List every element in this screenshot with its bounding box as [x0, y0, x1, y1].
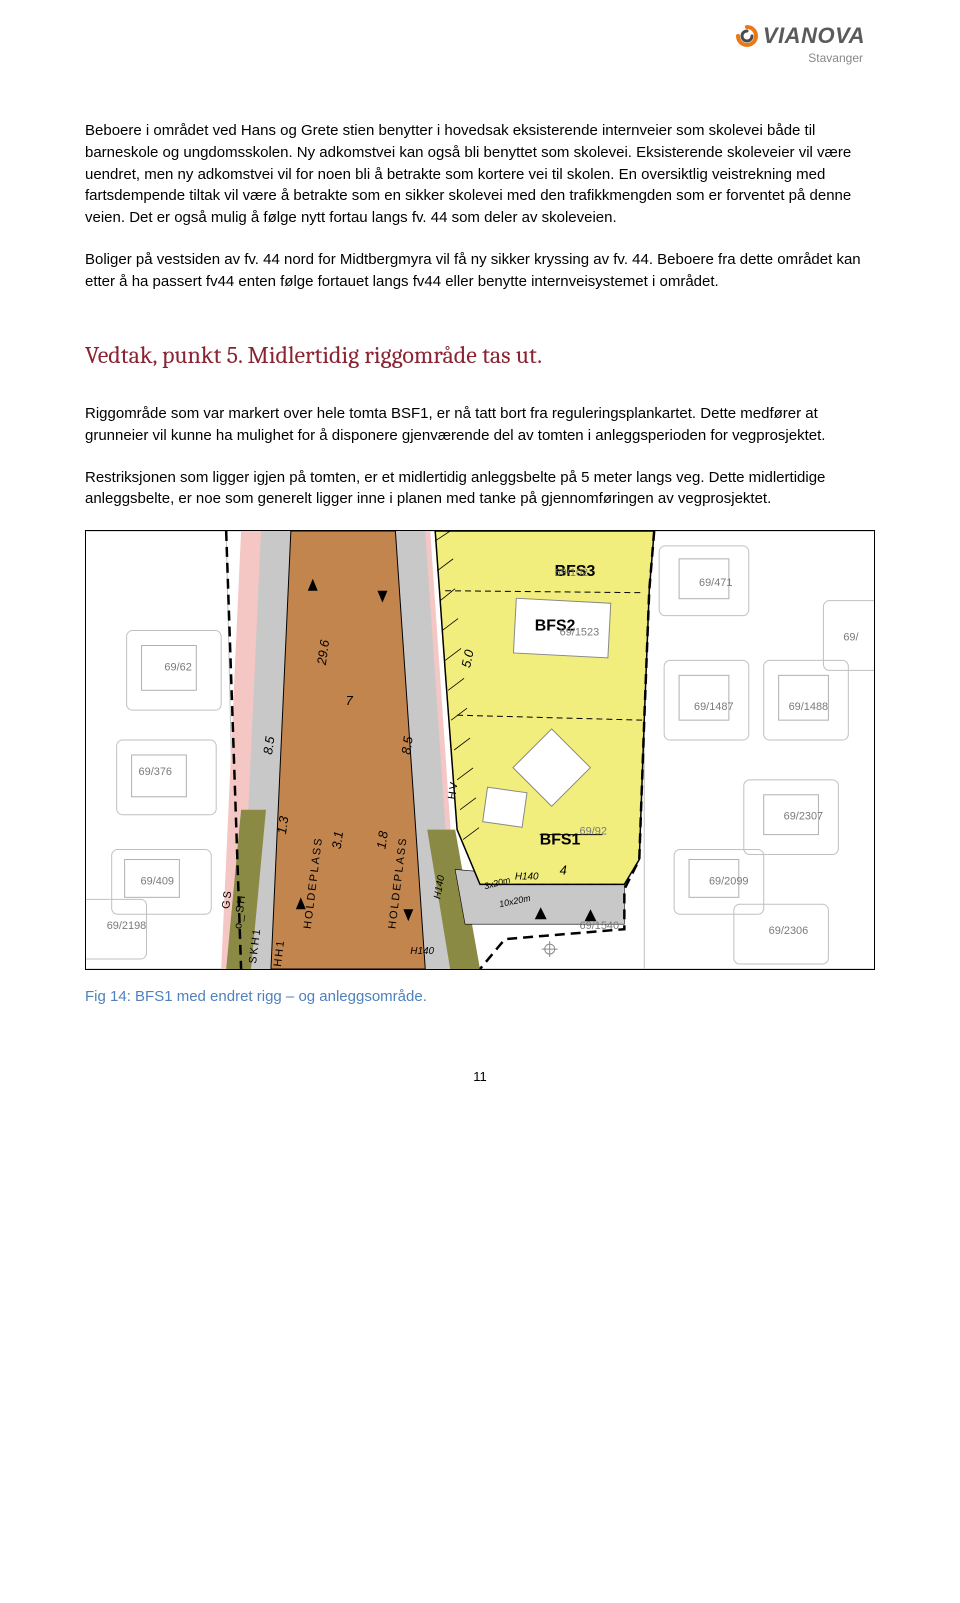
survey-marker — [542, 941, 558, 957]
svg-text:1.8: 1.8 — [374, 829, 391, 850]
parcel-id: 69/1487 — [694, 701, 734, 713]
page-number: 11 — [85, 1068, 875, 1087]
parcel-id: 69/2198 — [107, 920, 147, 932]
brand-logo: VIANOVA Stavanger — [735, 20, 865, 67]
paragraph-4: Restriksjonen som ligger igjen på tomten… — [85, 467, 875, 511]
paragraph-2: Boliger på vestsiden av fv. 44 nord for … — [85, 249, 875, 293]
svg-text:8.5: 8.5 — [398, 735, 415, 756]
parcel-id: 69/102 — [555, 567, 588, 579]
brand-name: VIANOVA — [763, 20, 865, 52]
parcel-id: 69/1540 — [580, 920, 620, 932]
brand-row: VIANOVA — [735, 20, 865, 52]
svg-text:1.3: 1.3 — [274, 814, 291, 835]
svg-text:4: 4 — [560, 862, 567, 877]
parcel-id: 69/1488 — [789, 701, 829, 713]
parcel-id: 69/2099 — [709, 875, 749, 887]
paragraph-1: Beboere i området ved Hans og Grete stie… — [85, 120, 875, 229]
figure-caption: Fig 14: BFS1 med endret rigg – og anlegg… — [85, 986, 875, 1008]
label-gs: GS — [220, 889, 234, 910]
page-content: Beboere i området ved Hans og Grete stie… — [85, 120, 875, 1087]
parcel-id: 69/1523 — [560, 627, 600, 639]
svg-text:7: 7 — [346, 693, 354, 708]
svg-text:8.5: 8.5 — [260, 735, 277, 756]
parcel-id: 69/2307 — [784, 811, 824, 823]
parcel-id: 69/92 — [580, 826, 607, 838]
parcel-id: 69/62 — [164, 661, 191, 673]
map-figure: 29.6 7 5.0 8.5 8.5 1.3 3.1 1.8 4 BFS3 — [85, 530, 875, 970]
parcel-id: 69/376 — [139, 766, 172, 778]
swirl-icon — [735, 24, 759, 48]
parcel-id: 69/471 — [699, 577, 732, 589]
paragraph-3: Riggområde som var markert over hele tom… — [85, 403, 875, 447]
map-svg: 29.6 7 5.0 8.5 8.5 1.3 3.1 1.8 4 BFS3 — [86, 531, 874, 969]
parcel-id: 69/2306 — [769, 925, 809, 937]
svg-text:H140: H140 — [515, 871, 539, 882]
section-heading: Vedtak, punkt 5. Midlertidig riggområde … — [85, 338, 875, 373]
parcel-id: 69/ — [843, 632, 859, 644]
brand-sub: Stavanger — [735, 50, 865, 67]
svg-text:3.1: 3.1 — [329, 830, 346, 850]
svg-text:H140: H140 — [410, 946, 434, 957]
parcel-id: 69/409 — [141, 875, 174, 887]
